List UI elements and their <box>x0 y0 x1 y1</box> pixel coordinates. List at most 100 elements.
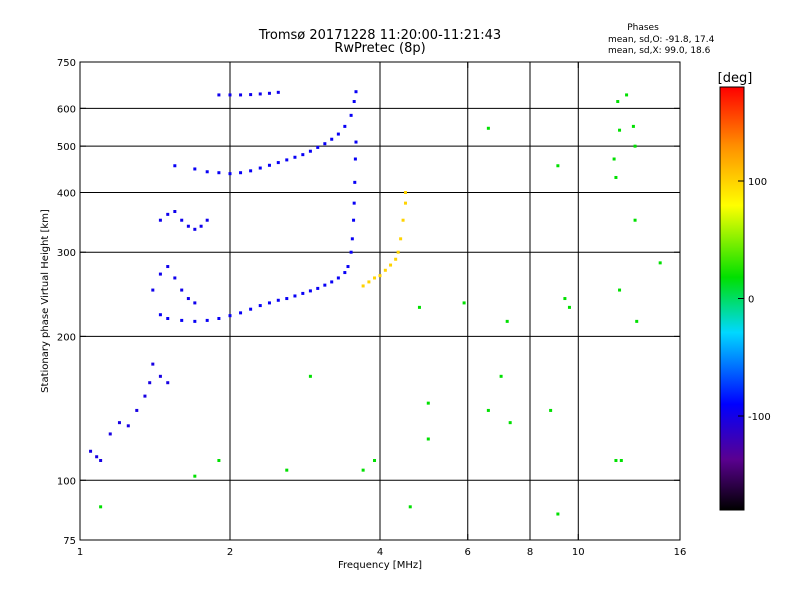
echo-point <box>148 381 152 385</box>
echo-point <box>193 474 197 478</box>
echo-points <box>89 90 662 516</box>
echo-point <box>353 157 357 161</box>
echo-point <box>301 291 305 295</box>
echo-point <box>186 297 190 301</box>
colorbar-tick-label: 100 <box>748 177 767 188</box>
echo-point <box>316 145 320 149</box>
echo-point <box>158 272 162 276</box>
colorbar-ticks: 100 0 -100 <box>738 177 771 423</box>
echo-point <box>308 149 312 153</box>
echo-point <box>505 319 509 323</box>
echo-point <box>108 432 112 436</box>
echo-point <box>403 201 407 205</box>
echo-point <box>249 307 253 311</box>
echo-point <box>426 437 430 441</box>
echo-point <box>158 374 162 378</box>
echo-point <box>239 93 243 97</box>
echo-point <box>193 167 197 171</box>
echo-point <box>486 408 490 412</box>
x-tick-label: 2 <box>227 547 233 558</box>
colorbar-tick-label: -100 <box>748 412 771 423</box>
echo-point <box>549 408 553 412</box>
x-tick-label: 1 <box>77 547 83 558</box>
echo-point <box>228 172 232 176</box>
echo-point <box>158 313 162 317</box>
echo-point <box>285 297 289 301</box>
echo-point <box>199 224 203 228</box>
echo-point <box>166 316 170 320</box>
echo-point <box>258 166 262 170</box>
echo-point <box>367 280 371 284</box>
echo-point <box>352 201 356 205</box>
echo-point <box>426 401 430 405</box>
echo-point <box>346 265 350 269</box>
echo-point <box>401 218 405 222</box>
y-tick-label: 75 <box>63 536 76 547</box>
echo-point <box>389 263 393 267</box>
echo-point <box>117 421 121 425</box>
echo-point <box>239 171 243 175</box>
echo-point <box>373 276 377 280</box>
echo-point <box>276 90 280 94</box>
stats-x-mode: mean, sd,X: 99.0, 18.6 <box>608 46 711 56</box>
x-tick-label: 8 <box>527 547 533 558</box>
echo-point <box>618 128 622 132</box>
echo-point <box>173 276 177 280</box>
echo-point <box>349 113 353 117</box>
echo-point <box>158 218 162 222</box>
echo-point <box>556 512 560 516</box>
echo-point <box>249 93 253 97</box>
stats-o-mode: mean, sd,O: -91.8, 17.4 <box>608 35 715 45</box>
echo-point <box>135 408 139 412</box>
echo-point <box>336 132 340 136</box>
echo-point <box>614 175 618 179</box>
echo-point <box>323 142 327 146</box>
echo-point <box>193 227 197 231</box>
echo-point <box>408 505 412 509</box>
colorbar-tick-label: 0 <box>748 295 754 306</box>
echo-point <box>186 224 190 228</box>
echo-point <box>383 268 387 272</box>
echo-point <box>330 137 334 141</box>
echo-point <box>166 381 170 385</box>
echo-point <box>616 100 620 104</box>
echo-point <box>403 190 407 194</box>
echo-point <box>633 144 637 148</box>
echo-point <box>217 93 221 97</box>
echo-point <box>285 468 289 472</box>
echo-point <box>486 126 490 130</box>
echo-point <box>499 374 503 378</box>
echo-point <box>285 158 289 162</box>
echo-point <box>373 458 377 462</box>
echo-point <box>143 394 147 398</box>
echo-point <box>308 289 312 293</box>
chart-subtitle: RwPretec (8p) <box>334 41 425 56</box>
echo-point <box>99 505 103 509</box>
echo-point <box>205 170 209 174</box>
echo-point <box>276 298 280 302</box>
echo-point <box>99 458 103 462</box>
echo-point <box>354 140 358 144</box>
echo-point <box>126 424 130 428</box>
echo-point <box>633 218 637 222</box>
echo-point <box>353 180 357 184</box>
echo-point <box>205 318 209 322</box>
echo-point <box>323 283 327 287</box>
echo-point <box>95 455 99 459</box>
colorbar-label: [deg] <box>718 71 753 86</box>
echo-point <box>166 212 170 216</box>
echo-point <box>658 261 662 265</box>
echo-point <box>343 124 347 128</box>
y-tick-label: 100 <box>57 476 76 487</box>
echo-point <box>394 257 398 261</box>
echo-point <box>293 155 297 159</box>
echo-point <box>267 91 271 95</box>
echo-point <box>635 319 639 323</box>
echo-point <box>354 90 358 94</box>
echo-point <box>508 421 512 425</box>
echo-point <box>173 164 177 168</box>
y-axis-label: Stationary phase Virtual Height [km] <box>40 209 51 393</box>
echo-point <box>618 288 622 292</box>
echo-point <box>349 250 353 254</box>
